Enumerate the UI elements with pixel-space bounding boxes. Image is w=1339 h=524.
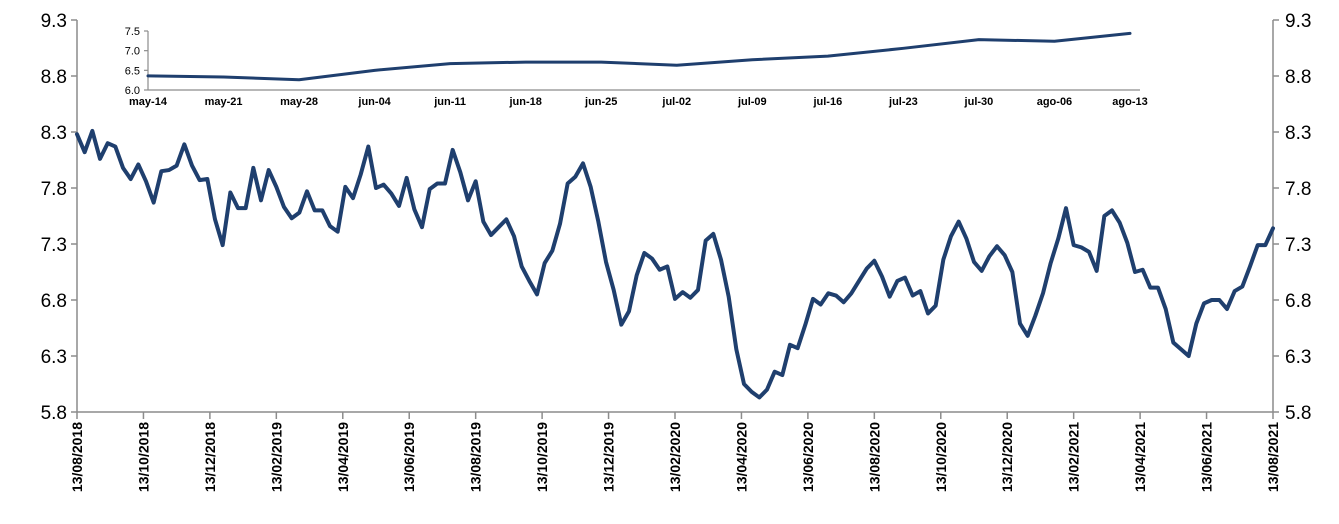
right-y-tick-label: 9.3 bbox=[1285, 11, 1311, 32]
x-tick-label: 13/12/2019 bbox=[601, 422, 617, 492]
inset-y-tick-label: 6.0 bbox=[125, 85, 140, 97]
inset-x-tick-label: may-14 bbox=[129, 96, 168, 108]
left-y-tick-label: 7.3 bbox=[41, 235, 67, 256]
x-tick-label: 13/08/2019 bbox=[468, 422, 484, 492]
x-tick-label: 13/08/2020 bbox=[866, 422, 882, 492]
right-y-axis-ticks: 5.8 6.3 6.8 7.3 7.8 8.3 8.8 9.3 bbox=[1273, 11, 1311, 424]
left-y-tick-label: 5.8 bbox=[41, 403, 67, 424]
left-y-tick-label: 6.8 bbox=[41, 291, 67, 312]
right-y-tick-label: 5.8 bbox=[1285, 403, 1311, 424]
inset-x-tick-label: may-28 bbox=[280, 96, 318, 108]
inset-x-tick-label: ago-13 bbox=[1112, 96, 1147, 108]
inset-x-tick-label: jun-25 bbox=[584, 96, 617, 108]
inset-x-tick-label: jul-16 bbox=[812, 96, 842, 108]
left-y-tick-label: 8.3 bbox=[41, 123, 67, 144]
inset-x-tick-label: may-21 bbox=[205, 96, 243, 108]
x-tick-label: 13/08/2021 bbox=[1265, 422, 1281, 492]
right-y-tick-label: 7.8 bbox=[1285, 179, 1311, 200]
inset-series bbox=[146, 31, 1132, 82]
main-series-line bbox=[75, 128, 1275, 400]
inset-y-tick-label: 7.0 bbox=[125, 46, 140, 58]
inset-x-tick-label: jul-23 bbox=[888, 96, 918, 108]
x-tick-label: 13/02/2021 bbox=[1066, 422, 1082, 492]
left-y-tick-label: 7.8 bbox=[41, 179, 67, 200]
x-tick-label: 13/06/2020 bbox=[800, 422, 816, 492]
x-tick-label: 13/06/2019 bbox=[401, 422, 417, 492]
x-axis-date-ticks: 13/08/2018 13/10/2018 13/12/2018 13/02/2019… bbox=[69, 412, 1281, 492]
right-y-tick-label: 7.3 bbox=[1285, 235, 1311, 256]
right-y-tick-label: 6.3 bbox=[1285, 347, 1311, 368]
left-y-tick-label: 6.3 bbox=[41, 347, 67, 368]
x-tick-label: 13/10/2019 bbox=[534, 422, 550, 492]
inset-x-tick-label: jul-30 bbox=[964, 96, 994, 108]
x-tick-label: 13/04/2019 bbox=[335, 422, 351, 492]
main-line-chart: 5.8 6.3 6.8 7.3 7.8 8.3 8.8 9.3 5.8 6.3 6.8 7.3 7.8… bbox=[41, 11, 1312, 492]
left-y-tick-label: 9.3 bbox=[41, 11, 67, 32]
inset-x-tick-label: ago-06 bbox=[1037, 96, 1072, 108]
inset-y-tick-label: 6.5 bbox=[125, 65, 140, 77]
x-tick-label: 13/08/2018 bbox=[69, 422, 85, 492]
x-tick-label: 13/02/2019 bbox=[268, 422, 284, 492]
x-tick-label: 13/12/2018 bbox=[202, 422, 218, 492]
x-tick-label: 13/10/2018 bbox=[135, 422, 151, 492]
x-tick-label: 13/10/2020 bbox=[933, 422, 949, 492]
right-y-tick-label: 8.8 bbox=[1285, 67, 1311, 88]
inset-x-axis-ticks: may-14 may-21 may-28 jun-04 jun-11 jun-18 jun-… bbox=[129, 96, 1148, 108]
inset-y-axis-ticks: 6.0 6.5 7.0 7.5 bbox=[125, 26, 148, 97]
x-tick-label: 13/04/2020 bbox=[733, 422, 749, 492]
right-y-tick-label: 8.3 bbox=[1285, 123, 1311, 144]
x-tick-label: 13/04/2021 bbox=[1132, 422, 1148, 492]
x-tick-label: 13/06/2021 bbox=[1199, 422, 1215, 492]
inset-series-line bbox=[146, 31, 1132, 82]
inset-axes bbox=[147, 31, 1140, 91]
x-tick-label: 13/12/2020 bbox=[999, 422, 1015, 492]
x-tick-label: 13/02/2020 bbox=[667, 422, 683, 492]
inset-x-tick-label: jun-04 bbox=[357, 96, 391, 108]
inset-x-tick-label: jun-18 bbox=[508, 96, 541, 108]
inset-line-chart: 6.0 6.5 7.0 7.5 may-14 may-21 may-28 jun-04 jun… bbox=[125, 26, 1148, 108]
left-y-tick-label: 8.8 bbox=[41, 67, 67, 88]
right-y-tick-label: 6.8 bbox=[1285, 291, 1311, 312]
main-series bbox=[75, 128, 1275, 400]
left-y-axis-ticks: 5.8 6.3 6.8 7.3 7.8 8.3 8.8 9.3 bbox=[41, 11, 77, 424]
inset-x-tick-label: jun-11 bbox=[433, 96, 466, 108]
inset-x-tick-label: jul-02 bbox=[661, 96, 691, 108]
inset-y-tick-label: 7.5 bbox=[125, 26, 140, 38]
inset-x-tick-label: jul-09 bbox=[737, 96, 767, 108]
